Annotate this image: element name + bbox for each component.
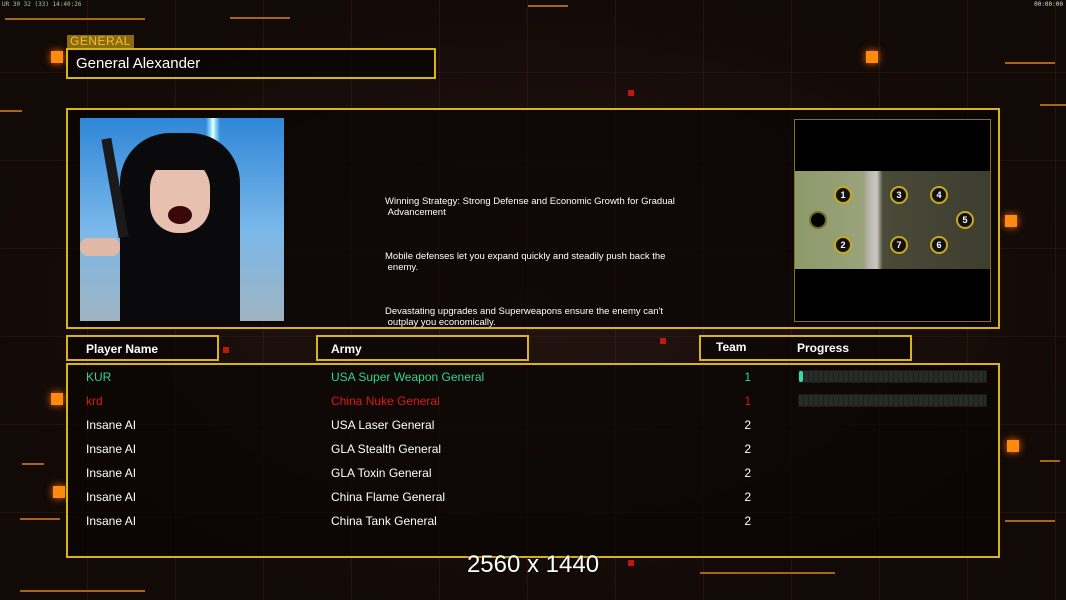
- resolution-overlay: 2560 x 1440: [466, 551, 600, 578]
- decor-line: [528, 5, 568, 7]
- player-name: Insane AI: [86, 490, 137, 504]
- player-rows: KUR USA Super Weapon General 1 krd China Nuk…: [0, 365, 1066, 555]
- decor-line: [1005, 520, 1055, 522]
- general-info-panel: Winning Strategy: Strong Defense and Eco…: [66, 108, 1000, 329]
- decor-square: [223, 347, 229, 353]
- player-name: Insane AI: [86, 466, 137, 480]
- army-header-label: Army: [331, 342, 362, 356]
- player-name: Insane AI: [86, 418, 137, 432]
- start-position-4[interactable]: 4: [930, 186, 948, 204]
- decor-square: [660, 338, 666, 344]
- player-team: 1: [744, 394, 751, 408]
- player-name: KUR: [86, 370, 112, 384]
- decor-line: [1005, 62, 1055, 64]
- start-position-6[interactable]: 6: [930, 236, 948, 254]
- team-header-label[interactable]: Team: [716, 340, 747, 354]
- decor-square: [866, 51, 878, 63]
- player-army: USA Laser General: [331, 418, 435, 432]
- decor-square: [53, 486, 65, 498]
- decor-line: [20, 590, 145, 592]
- player-team: 2: [744, 514, 751, 528]
- start-position-5[interactable]: 5: [956, 211, 974, 229]
- decor-square: [51, 393, 63, 405]
- map-crater: [809, 211, 827, 229]
- player-name: krd: [86, 394, 103, 408]
- player-row[interactable]: Insane AI China Tank General 2: [0, 511, 1066, 535]
- start-position-1[interactable]: 1: [834, 186, 852, 204]
- general-name: General Alexander: [76, 55, 201, 72]
- general-name-box: General Alexander: [66, 48, 436, 79]
- start-position-3[interactable]: 3: [890, 186, 908, 204]
- player-list-panel: KUR USA Super Weapon General 1 krd China Nuk…: [66, 363, 1000, 558]
- progress-bar: [798, 394, 987, 407]
- description-paragraph: Devastating upgrades and Superweapons en…: [385, 306, 664, 328]
- start-position-2[interactable]: 2: [834, 236, 852, 254]
- decor-line: [1040, 104, 1066, 106]
- player-row[interactable]: Insane AI China Flame General 2: [0, 487, 1066, 511]
- team-progress-header: Team Progress: [699, 335, 912, 361]
- decor-square: [628, 560, 634, 566]
- player-army: USA Super Weapon General: [331, 370, 485, 384]
- player-army: GLA Toxin General: [331, 466, 432, 480]
- decor-line: [20, 518, 60, 520]
- player-name: Insane AI: [86, 442, 137, 456]
- decor-line: [700, 572, 835, 574]
- player-army: China Tank General: [331, 514, 437, 528]
- player-name-header-label: Player Name: [86, 342, 159, 356]
- progress-header-label: Progress: [797, 341, 850, 355]
- player-row[interactable]: Insane AI GLA Toxin General 2: [0, 463, 1066, 487]
- decor-square: [1005, 215, 1017, 227]
- player-team: 2: [744, 466, 751, 480]
- decor-line: [1040, 460, 1060, 462]
- player-name: Insane AI: [86, 514, 137, 528]
- general-portrait: [80, 118, 284, 321]
- player-team: 1: [744, 370, 751, 384]
- hud-status: UR 30 32 (33) 14:40:26: [2, 1, 82, 8]
- strategy-description: Winning Strategy: Strong Defense and Eco…: [385, 174, 715, 350]
- start-position-7[interactable]: 7: [890, 236, 908, 254]
- player-row[interactable]: Insane AI GLA Stealth General 2: [0, 439, 1066, 463]
- decor-line: [230, 17, 290, 19]
- player-row[interactable]: krd China Nuke General 1: [0, 391, 1066, 415]
- player-army: China Nuke General: [331, 394, 440, 408]
- decor-square: [51, 51, 63, 63]
- player-team: 2: [744, 490, 751, 504]
- decor-square: [628, 90, 634, 96]
- description-paragraph: Mobile defenses let you expand quickly a…: [385, 251, 666, 273]
- decor-line: [0, 110, 22, 112]
- description-paragraph: Winning Strategy: Strong Defense and Eco…: [385, 196, 675, 218]
- decor-line: [22, 463, 44, 465]
- general-section-label: GENERAL: [67, 35, 134, 48]
- decor-square: [1007, 440, 1019, 452]
- player-army: GLA Stealth General: [331, 442, 442, 456]
- army-header[interactable]: Army: [316, 335, 529, 361]
- hud-timer: 00:00:00: [1034, 1, 1063, 8]
- player-team: 2: [744, 442, 751, 456]
- progress-fill: [799, 371, 803, 382]
- progress-bar: [798, 370, 987, 383]
- player-row[interactable]: KUR USA Super Weapon General 1: [0, 367, 1066, 391]
- player-name-header[interactable]: Player Name: [66, 335, 219, 361]
- player-team: 2: [744, 418, 751, 432]
- decor-line: [5, 18, 145, 20]
- player-row[interactable]: Insane AI USA Laser General 2: [0, 415, 1066, 439]
- player-army: China Flame General: [331, 490, 446, 504]
